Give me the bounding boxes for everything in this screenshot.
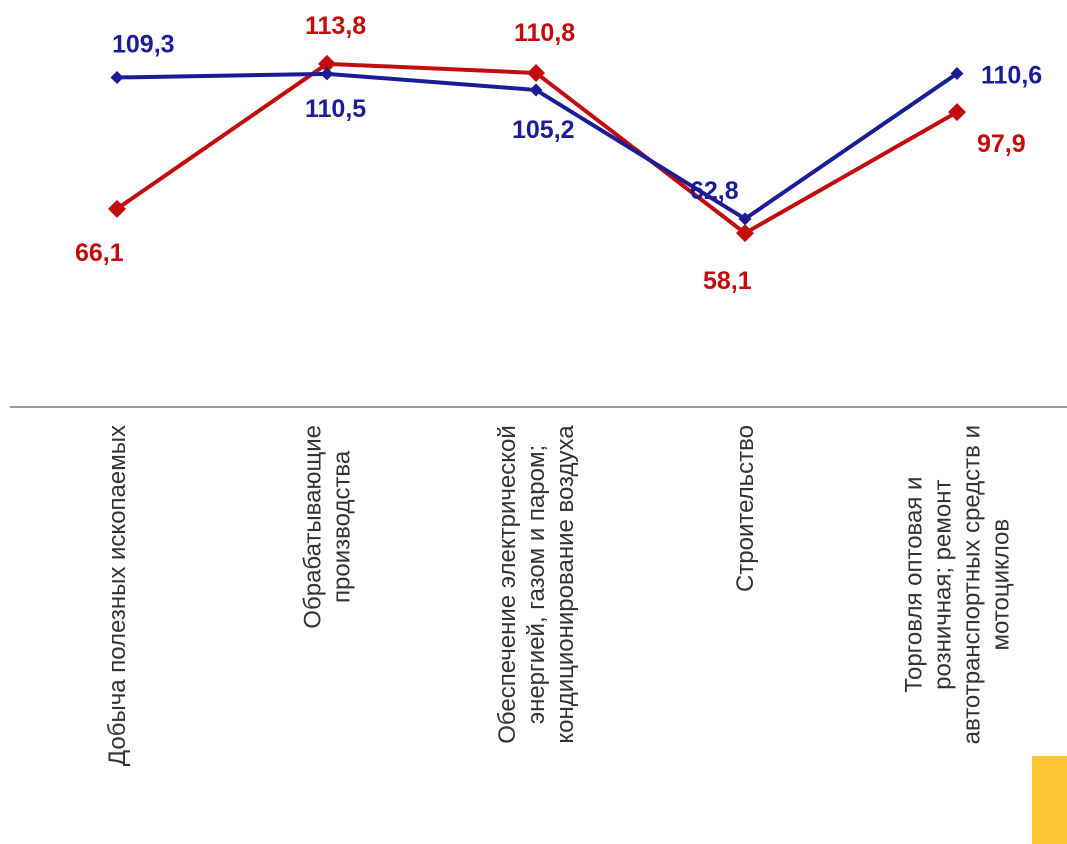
category-label-3-line-3: кондиционирование воздуха [552, 425, 579, 744]
series-1-point-5 [950, 67, 964, 81]
category-label-5: Торговля оптовая ирозничная; ремонтавтот… [901, 425, 1015, 744]
series-1-data-label-2: 110,5 [305, 95, 366, 123]
series-2-point-3 [527, 63, 545, 82]
category-label-layer: Добыча полезных ископаемых Обрабатывающие… [104, 425, 1015, 766]
series-1-data-label-1: 109,3 [112, 31, 175, 59]
series-1-point-2 [320, 67, 334, 81]
category-label-2-line-1: Обрабатывающие [300, 425, 327, 629]
series-2-point-2 [318, 54, 336, 73]
category-label-3: Обеспечение электрическойэнергией, газом… [494, 425, 579, 744]
category-label-1: Добыча полезных ископаемых [104, 425, 131, 766]
category-label-3-line-2: энергией, газом и паром; [523, 445, 550, 724]
corner-accent-bar [1032, 756, 1067, 844]
category-label-3-line-1: Обеспечение электрической [494, 425, 521, 744]
series-2-data-label-2: 113,8 [305, 12, 366, 40]
series-1-data-label-5: 110,6 [981, 62, 1042, 90]
series-layer [108, 54, 966, 243]
category-label-4: Строительство [732, 425, 759, 592]
series-2-data-label-4: 58,1 [703, 267, 752, 295]
category-label-4-line-1: Строительство [732, 425, 759, 592]
category-label-5-line-1: Торговля оптовая и [901, 477, 928, 693]
category-label-1-line-1: Добыча полезных ископаемых [104, 425, 131, 766]
category-label-5-line-3: автотранспортных средств и [959, 425, 986, 744]
category-label-2-line-2: производства [329, 450, 356, 603]
category-label-5-line-4: мотоциклов [988, 519, 1015, 651]
series-2-point-5 [948, 103, 966, 122]
series-1-point-3 [529, 83, 543, 97]
series-2-data-label-5: 97,9 [977, 130, 1026, 158]
series-2-data-label-1: 66,1 [75, 239, 124, 267]
series-2-point-4 [736, 224, 754, 243]
series-1-point-1 [110, 71, 124, 84]
series-2-point-1 [108, 199, 126, 218]
series-1-data-label-3: 105,2 [512, 116, 575, 144]
series-1-data-label-4: 62,8 [690, 177, 739, 205]
category-label-5-line-2: розничная; ремонт [930, 480, 957, 690]
series-2-data-label-3: 110,8 [514, 19, 575, 47]
category-label-2: Обрабатывающиепроизводства [300, 425, 356, 629]
series-1-point-4 [738, 212, 752, 226]
data-label-layer: 66,1 113,8 110,8 58,1 97,9 109,3 110,5 105,2 62,… [75, 12, 1042, 295]
